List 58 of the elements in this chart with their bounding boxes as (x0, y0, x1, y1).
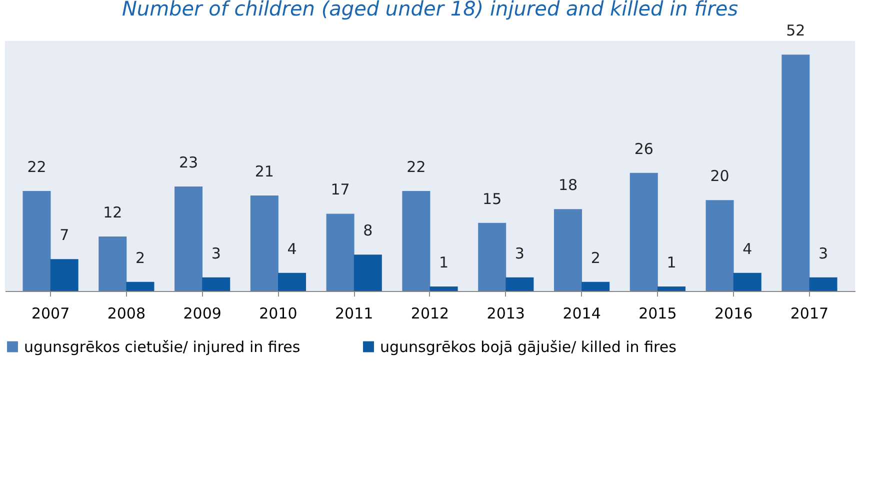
bar (326, 214, 354, 291)
x-tick-label: 2016 (714, 304, 753, 322)
data-label: 2 (135, 248, 145, 267)
data-label: 21 (254, 162, 274, 181)
bar (733, 272, 762, 291)
bar (506, 277, 534, 291)
data-label: 4 (742, 240, 752, 258)
x-tick-label: 2008 (107, 304, 146, 322)
bar (402, 191, 430, 291)
data-label: 17 (330, 180, 350, 199)
bar (250, 196, 278, 291)
bar (782, 54, 810, 291)
bar (354, 254, 382, 291)
data-label: 15 (482, 190, 502, 208)
data-label: 2 (590, 248, 600, 267)
bar (582, 282, 610, 291)
data-label: 1 (666, 253, 676, 272)
bar (630, 172, 658, 291)
bar (430, 286, 458, 291)
bar (706, 200, 734, 291)
bar (22, 191, 51, 291)
data-label: 1 (439, 253, 449, 272)
x-tick-label: 2012 (410, 304, 450, 322)
x-tick-label: 2015 (638, 304, 677, 322)
data-label: 3 (211, 244, 221, 262)
data-label: 20 (710, 167, 730, 186)
legend-label: ugunsgrēkos cietušie/ injured in fires (24, 338, 300, 356)
bar (98, 236, 127, 291)
x-tick-label: 2010 (259, 304, 298, 322)
bar (278, 272, 306, 291)
data-label: 4 (287, 240, 297, 258)
legend-label: ugunsgrēkos bojā gājušie/ killed in fires (380, 338, 677, 356)
data-label: 3 (818, 244, 828, 262)
chart-title: Number of children (aged under 18) injured and killed in fires (122, 0, 738, 21)
data-label: 12 (103, 203, 122, 222)
data-label: 23 (178, 153, 198, 172)
data-label: 52 (786, 22, 806, 40)
bar (50, 259, 78, 291)
data-label: 7 (60, 226, 70, 244)
data-label: 8 (363, 222, 373, 240)
data-label: 18 (558, 176, 578, 194)
x-tick-label: 2009 (183, 304, 222, 322)
x-tick-label: 2007 (31, 304, 70, 322)
bar (478, 222, 506, 291)
x-tick-label: 2013 (486, 304, 525, 322)
data-label: 26 (634, 140, 654, 158)
bar (126, 282, 154, 291)
data-label: 3 (514, 244, 524, 262)
x-tick-label: 2011 (335, 304, 374, 322)
x-tick-label: 2017 (790, 304, 829, 322)
data-label: 22 (406, 158, 426, 176)
bar (657, 286, 686, 291)
bar (809, 277, 838, 291)
bar (554, 209, 582, 291)
bar (174, 186, 203, 291)
data-label: 22 (27, 158, 46, 176)
bar (202, 277, 230, 291)
x-tick-label: 2014 (562, 304, 601, 322)
